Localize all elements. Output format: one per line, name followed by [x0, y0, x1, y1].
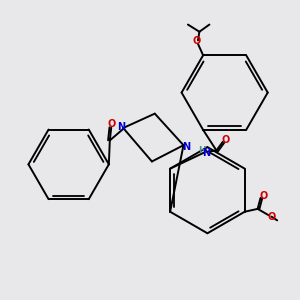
Text: O: O [221, 135, 230, 145]
Text: N: N [182, 142, 190, 152]
Text: O: O [267, 212, 276, 222]
Text: O: O [107, 119, 116, 129]
Text: N: N [202, 148, 210, 158]
Text: O: O [260, 191, 268, 201]
Text: H: H [198, 146, 206, 155]
Text: N: N [117, 122, 125, 132]
Text: O: O [193, 36, 201, 46]
